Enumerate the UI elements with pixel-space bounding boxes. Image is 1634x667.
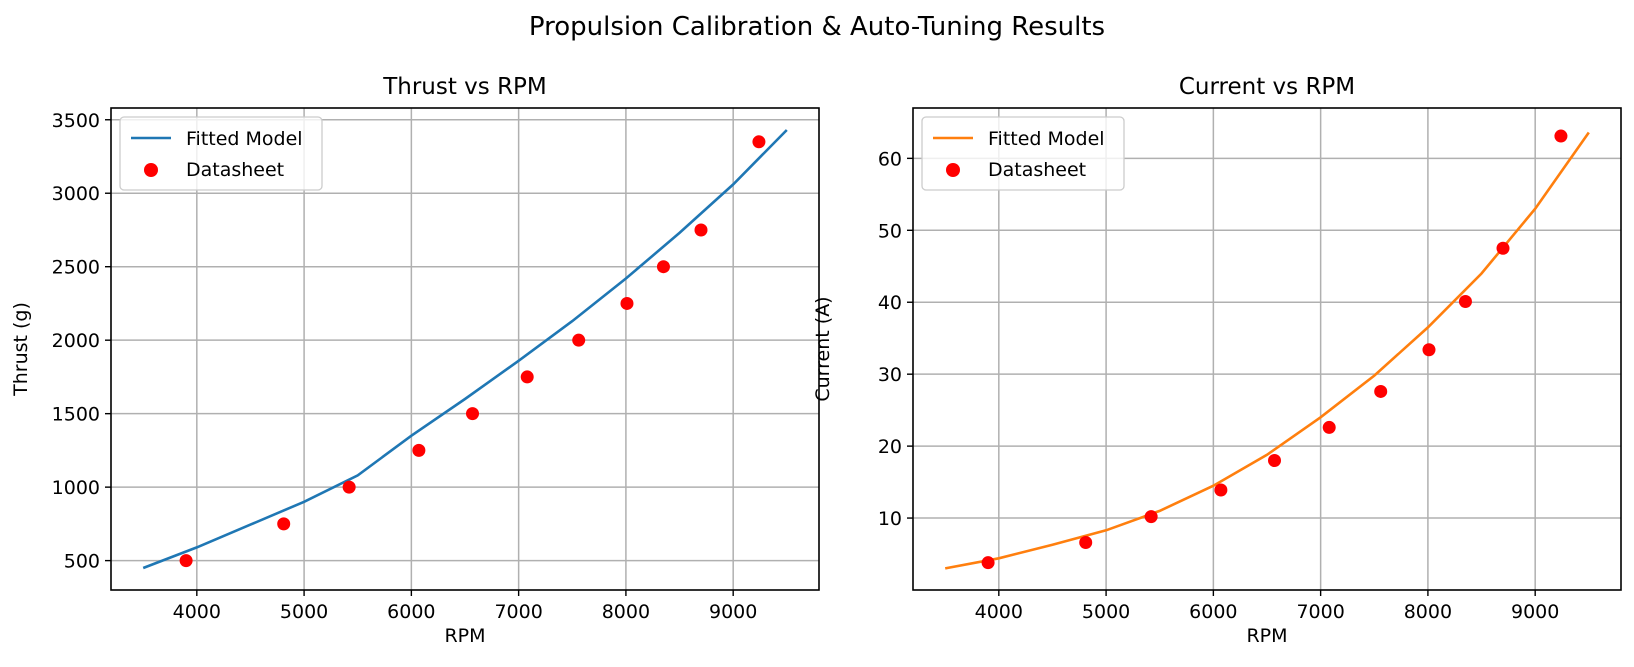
datasheet-point — [1144, 510, 1158, 524]
datasheet-point — [1422, 343, 1436, 357]
x-tick-label: 8000 — [602, 601, 650, 623]
y-tick-label: 20 — [878, 436, 902, 458]
y-tick-label: 2500 — [52, 257, 100, 279]
y-tick-label: 60 — [878, 148, 902, 170]
figure-title: Propulsion Calibration & Auto-Tuning Res… — [529, 12, 1105, 42]
x-tick-label: 4000 — [975, 601, 1023, 623]
plot-frame — [110, 107, 820, 591]
datasheet-point — [694, 223, 708, 237]
plot-frame — [912, 107, 1622, 591]
y-tick-label: 3000 — [52, 183, 100, 205]
y-tick-label: 2000 — [52, 330, 100, 352]
datasheet-point — [656, 260, 670, 274]
thrust-chart: 4000 5000 6000 7000 8000 9000 500 1000 1500 2000 2… — [10, 74, 820, 647]
y-tick-label: 1000 — [52, 477, 100, 499]
datasheet-point — [1268, 454, 1282, 468]
x-tick-label: 6000 — [1189, 601, 1237, 623]
y-tick-label: 40 — [878, 292, 902, 314]
current-chart: 4000 5000 6000 7000 8000 9000 10 20 30 40 50 60 Curr… — [812, 74, 1622, 647]
datasheet-point — [466, 407, 480, 421]
legend-label: Datasheet — [186, 159, 284, 181]
datasheet-point — [1496, 241, 1510, 255]
y-axis-label: Thrust (g) — [10, 302, 32, 397]
x-axis-label: RPM — [1246, 625, 1287, 647]
datasheet-point — [1374, 384, 1388, 398]
y-tick-label: 500 — [64, 551, 100, 573]
fitted-model-line — [142, 129, 788, 570]
datasheet-point — [1079, 536, 1093, 550]
x-tick-label: 7000 — [1296, 601, 1344, 623]
x-tick-label: 8000 — [1404, 601, 1452, 623]
datasheet-point — [179, 554, 193, 568]
datasheet-point — [620, 296, 634, 310]
x-tick-label: 7000 — [494, 601, 542, 623]
legend-marker-swatch — [946, 163, 960, 177]
y-tick-label: 50 — [878, 220, 902, 242]
x-tick-label: 5000 — [280, 601, 328, 623]
datasheet-point — [1214, 483, 1228, 497]
datasheet-point — [1458, 295, 1472, 309]
y-tick-label: 10 — [878, 508, 902, 530]
legend-label: Fitted Model — [988, 128, 1105, 150]
datasheet-point — [1322, 420, 1336, 434]
datasheet-point — [1554, 129, 1568, 143]
datasheet-point — [277, 517, 291, 531]
x-tick-label: 6000 — [387, 601, 435, 623]
y-tick-label: 30 — [878, 364, 902, 386]
datasheet-point — [520, 370, 534, 384]
datasheet-point — [981, 556, 995, 570]
y-axis-label: Current (A) — [812, 296, 834, 401]
legend: Fitted Model Datasheet — [921, 116, 1125, 191]
y-tick-label: 1500 — [52, 404, 100, 426]
y-tick-label: 3500 — [52, 110, 100, 132]
legend-frame — [921, 116, 1125, 191]
x-axis-label: RPM — [444, 625, 485, 647]
datasheet-point — [752, 135, 766, 149]
chart-title: Current vs RPM — [1179, 74, 1355, 100]
chart-title: Thrust vs RPM — [382, 74, 547, 100]
legend: Fitted Model Datasheet — [119, 116, 323, 191]
x-tick-label: 5000 — [1082, 601, 1130, 623]
legend-frame — [119, 116, 323, 191]
x-tick-label: 9000 — [1511, 601, 1559, 623]
x-tick-label: 9000 — [709, 601, 757, 623]
legend-label: Datasheet — [988, 159, 1086, 181]
datasheet-point — [342, 480, 356, 494]
fitted-model-line — [944, 131, 1590, 570]
legend-marker-swatch — [144, 163, 158, 177]
legend-label: Fitted Model — [186, 128, 303, 150]
x-tick-label: 4000 — [173, 601, 221, 623]
datasheet-point — [572, 333, 586, 347]
datasheet-point — [412, 443, 426, 457]
